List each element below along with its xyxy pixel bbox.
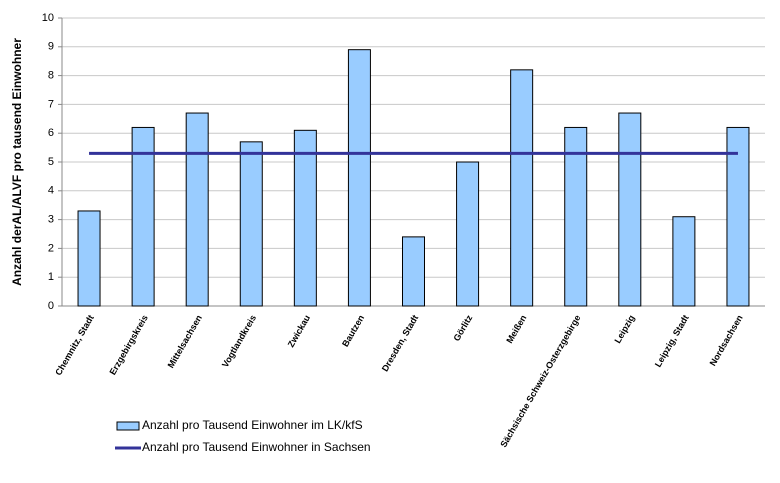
x-tick-label: Görlitz (451, 313, 474, 343)
bar (131, 126, 155, 307)
bar (672, 216, 696, 307)
x-tick-label: Dresden, Stadt (380, 313, 420, 373)
y-tick-label: 3 (48, 214, 54, 226)
y-tick-label: 4 (48, 185, 54, 197)
bar (239, 141, 263, 307)
y-tick-label: 1 (48, 271, 54, 283)
bar (293, 129, 317, 307)
bar (618, 112, 642, 307)
bar (510, 69, 534, 307)
y-tick-label: 2 (48, 242, 54, 254)
x-tick-label: Erzgebirgskreis (107, 313, 149, 376)
bar (185, 112, 209, 307)
bar (347, 49, 371, 307)
bar (402, 236, 425, 307)
bar (726, 126, 750, 307)
y-tick-label: 7 (48, 98, 54, 110)
y-tick-label: 0 (48, 300, 54, 312)
y-tick-label: 8 (48, 70, 54, 82)
x-tick-label: Nordsachsen (708, 313, 745, 367)
y-tick-label: 6 (48, 127, 54, 139)
y-axis-title: Anzahl derAL/ALVF pro tausend Einwohner (10, 38, 24, 286)
legend-label: Anzahl pro Tausend Einwohner in Sachsen (142, 440, 371, 454)
x-tick-label: Bautzen (340, 313, 366, 348)
bar (77, 210, 101, 307)
x-tick-label: Zwickau (286, 313, 312, 349)
x-tick-label: Leipzig, Stadt (653, 313, 691, 369)
x-tick-label: Chemnitz, Stadt (53, 313, 96, 377)
y-tick-label: 10 (42, 12, 54, 24)
x-tick-label: Meißen (504, 313, 528, 345)
y-tick-label: 9 (48, 41, 54, 53)
x-tick-label: Mittelsachsen (166, 313, 204, 370)
legend-label: Anzahl pro Tausend Einwohner im LK/kfS (142, 418, 363, 432)
legend-swatch (116, 421, 140, 431)
bar (456, 161, 480, 307)
bar (564, 126, 588, 307)
x-tick-label: Leipzig (612, 313, 636, 345)
x-tick-label: Vogtlandkreis (220, 313, 258, 369)
y-tick-label: 5 (48, 156, 54, 168)
